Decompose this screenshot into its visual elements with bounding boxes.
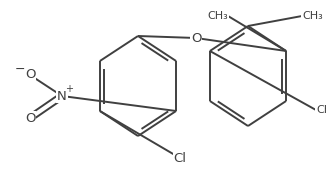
Text: O: O — [25, 68, 35, 82]
Text: N: N — [57, 89, 67, 103]
Text: CH₃: CH₃ — [302, 11, 323, 21]
Text: CH₃: CH₃ — [316, 105, 326, 115]
Text: −: − — [15, 62, 25, 76]
Text: O: O — [191, 31, 201, 45]
Text: CH₃: CH₃ — [207, 11, 228, 21]
Text: +: + — [65, 84, 73, 94]
Text: Cl: Cl — [173, 152, 186, 164]
Text: O: O — [25, 111, 35, 125]
